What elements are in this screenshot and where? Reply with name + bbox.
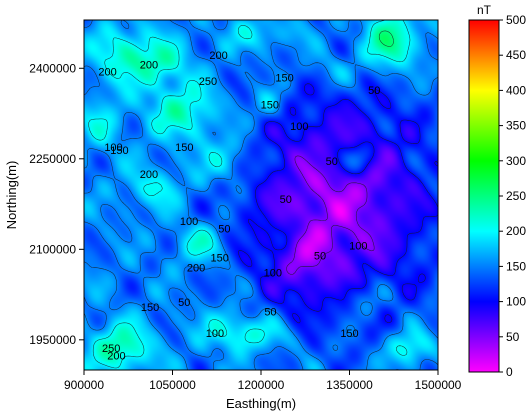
contour-label: 50 — [326, 156, 338, 168]
contour-label: 100 — [104, 142, 122, 154]
colorbar-tick-label: 450 — [506, 48, 526, 62]
colorbar-unit: nT — [477, 3, 492, 17]
colorbar-tick-label: 200 — [506, 224, 526, 238]
contour-label: 50 — [280, 194, 292, 206]
colorbar-tick-label: 500 — [506, 13, 526, 27]
contour-label: 50 — [264, 307, 276, 319]
colorbar-tick-label: 400 — [506, 83, 526, 97]
contour-label: 100 — [264, 267, 282, 279]
colorbar-tick-label: 50 — [506, 330, 520, 344]
colorbar-ticks: 0 50 100 150 200 250 300 350 400 450 500 — [499, 13, 526, 379]
contour-label: 100 — [206, 328, 224, 340]
y-axis: 1950000 2100000 2250000 2400000 — [29, 61, 84, 347]
y-tick-label: 1950000 — [29, 333, 76, 347]
contour-label: 200 — [107, 351, 125, 363]
x-tick-label: 1350000 — [326, 378, 373, 392]
colorbar-tick-label: 150 — [506, 259, 526, 273]
contour-label: 200 — [187, 263, 205, 275]
contour-label: 200 — [209, 50, 227, 62]
y-tick-label: 2250000 — [29, 152, 76, 166]
y-axis-label: Northing(m) — [4, 161, 19, 230]
contour-label: 200 — [140, 59, 158, 71]
x-axis: 900000 1050000 1200000 1350000 1500000 — [64, 370, 462, 392]
contour-label: 150 — [211, 252, 229, 264]
contour-label: 200 — [140, 169, 158, 181]
contour-line — [378, 30, 394, 47]
contour-label: 50 — [178, 297, 190, 309]
contour-label: 100 — [180, 216, 198, 228]
x-tick-label: 1200000 — [238, 378, 285, 392]
x-axis-label: Easthing(m) — [226, 396, 296, 411]
contour-label: 50 — [218, 223, 230, 235]
contour-lines — [84, 20, 438, 370]
colorbar-gradient — [468, 19, 500, 373]
colorbar: nT 0 50 100 150 200 250 300 350 400 450 500 — [468, 3, 526, 379]
contour-label: 150 — [275, 73, 293, 85]
colorbar-tick-label: 0 — [506, 365, 513, 379]
x-tick-label: 900000 — [64, 378, 104, 392]
contour-label: 200 — [98, 67, 116, 79]
x-tick-label: 1500000 — [415, 378, 462, 392]
colorbar-tick-label: 100 — [506, 295, 526, 309]
contour-label: 100 — [349, 240, 367, 252]
contour-label: 150 — [340, 328, 358, 340]
contour-line — [84, 20, 438, 370]
contour-line — [286, 155, 375, 275]
colorbar-tick-label: 250 — [506, 189, 526, 203]
colorbar-tick-label: 350 — [506, 119, 526, 133]
contour-line — [238, 83, 438, 324]
x-tick-label: 1050000 — [149, 378, 196, 392]
contour-label: 250 — [102, 343, 120, 355]
contour-label: 150 — [261, 100, 279, 112]
contour-label: 150 — [110, 145, 128, 157]
y-tick-label: 2400000 — [29, 61, 76, 75]
contour-label: 100 — [290, 121, 308, 133]
contour-line — [88, 20, 411, 369]
contour-label: 150 — [175, 142, 193, 154]
contour-label: 50 — [314, 251, 326, 263]
contour-label: 50 — [368, 85, 380, 97]
colorbar-tick-label: 300 — [506, 154, 526, 168]
y-tick-label: 2100000 — [29, 242, 76, 256]
contour-label: 250 — [199, 76, 217, 88]
contour-label: 150 — [141, 302, 159, 314]
